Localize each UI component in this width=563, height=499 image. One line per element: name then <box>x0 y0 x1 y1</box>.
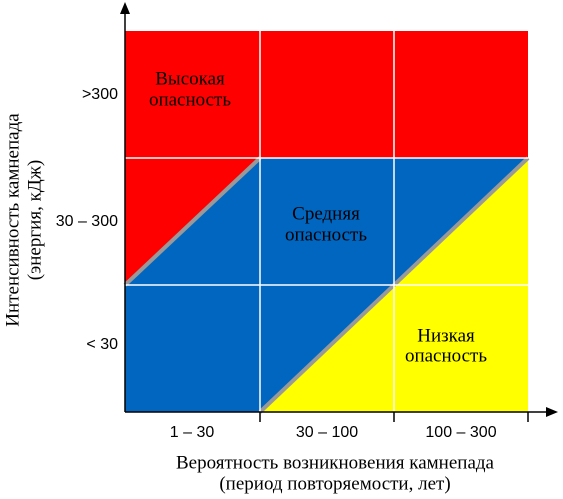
grid <box>125 31 528 412</box>
y-title: Интенсивность камнепада <box>2 113 23 327</box>
boundary <box>123 156 262 287</box>
y-title: (энергия, кДж) <box>24 160 45 280</box>
y-category: 30 – 300 <box>56 213 118 230</box>
y-arrow <box>120 2 130 14</box>
zone-label: Высокая <box>155 68 225 89</box>
x-title: (период повторяемости, лет) <box>219 473 450 494</box>
zone-label: Средняя <box>292 203 360 224</box>
zone-label: опасность <box>405 345 487 366</box>
zone-label: Низкая <box>417 325 475 346</box>
y-category: >300 <box>82 86 118 103</box>
x-category: 100 – 300 <box>425 424 496 441</box>
x-title: Вероятность возникновения камнепада <box>176 452 495 473</box>
zone-label: опасность <box>149 89 231 110</box>
x-arrow <box>546 407 558 417</box>
x-category: 30 – 100 <box>296 424 358 441</box>
x-category: 1 – 30 <box>170 424 215 441</box>
zone-label: опасность <box>285 224 367 245</box>
y-category: < 30 <box>86 336 118 353</box>
axes <box>124 8 552 422</box>
